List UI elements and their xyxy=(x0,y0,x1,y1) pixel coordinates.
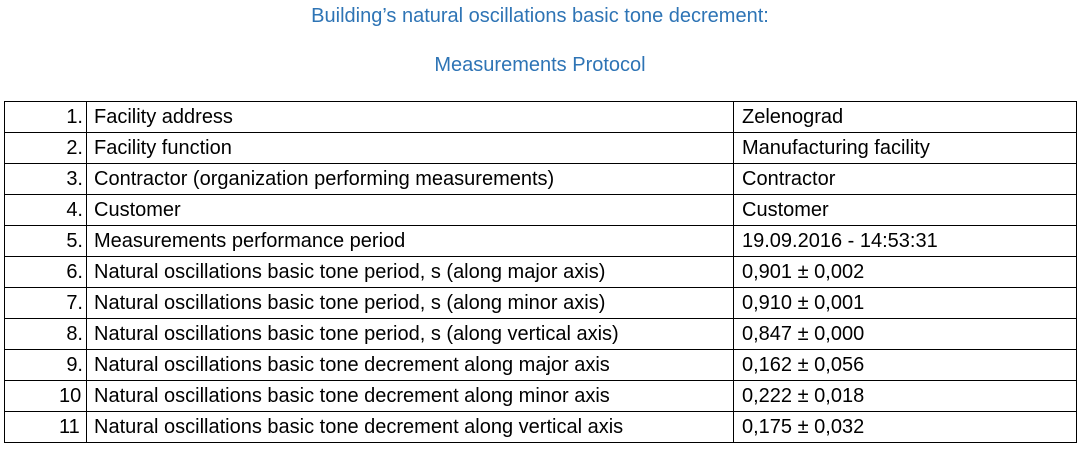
measurements-table-body: 1. Facility address Zelenograd 2. Facility f… xyxy=(4,101,1077,443)
row-number: 9. xyxy=(4,349,87,381)
parameter-cell: Natural oscillations basic tone period, … xyxy=(86,287,734,319)
table-row: 8. Natural oscillations basic tone period… xyxy=(4,318,1077,350)
value-cell: 0,162 ± 0,056 xyxy=(733,349,1077,381)
row-number: 2. xyxy=(4,132,87,164)
row-number: 3. xyxy=(4,163,87,195)
row-number: 7. xyxy=(4,287,87,319)
measurements-table: 1. Facility address Zelenograd 2. Facility f… xyxy=(4,101,1077,443)
parameter-cell: Natural oscillations basic tone decremen… xyxy=(86,380,734,412)
table-row: 5. Measurements performance period 19.09.2… xyxy=(4,225,1077,257)
parameter-cell: Natural oscillations basic tone period, … xyxy=(86,256,734,288)
table-row: 7. Natural oscillations basic tone period… xyxy=(4,287,1077,319)
row-number: 11 xyxy=(4,411,87,443)
row-number: 8. xyxy=(4,318,87,350)
parameter-cell: Measurements performance period xyxy=(86,225,734,257)
table-row: 9. Natural oscillations basic tone decrem… xyxy=(4,349,1077,381)
table-row: 1. Facility address Zelenograd xyxy=(4,101,1077,133)
table-row: 11 Natural oscillations basic tone decrem… xyxy=(4,411,1077,443)
value-cell: 0,847 ± 0,000 xyxy=(733,318,1077,350)
parameter-cell: Contractor (organization performing meas… xyxy=(86,163,734,195)
parameter-cell: Facility address xyxy=(86,101,734,133)
row-number: 5. xyxy=(4,225,87,257)
document-subtitle: Measurements Protocol xyxy=(434,54,646,76)
parameter-cell: Natural oscillations basic tone decremen… xyxy=(86,349,734,381)
document-title: Building’s natural oscillations basic to… xyxy=(311,5,769,27)
row-number: 1. xyxy=(4,101,87,133)
parameter-cell: Customer xyxy=(86,194,734,226)
value-cell: Zelenograd xyxy=(733,101,1077,133)
parameter-cell: Natural oscillations basic tone decremen… xyxy=(86,411,734,443)
value-cell: 19.09.2016 - 14:53:31 xyxy=(733,225,1077,257)
value-cell: 0,222 ± 0,018 xyxy=(733,380,1077,412)
parameter-cell: Natural oscillations basic tone period, … xyxy=(86,318,734,350)
table-row: 3. Contractor (organization performing me… xyxy=(4,163,1077,195)
table-row: 4. Customer Customer xyxy=(4,194,1077,226)
row-number: 6. xyxy=(4,256,87,288)
value-cell: Contractor xyxy=(733,163,1077,195)
table-row: 6. Natural oscillations basic tone period… xyxy=(4,256,1077,288)
row-number: 4. xyxy=(4,194,87,226)
value-cell: Manufacturing facility xyxy=(733,132,1077,164)
value-cell: 0,901 ± 0,002 xyxy=(733,256,1077,288)
value-cell: 0,175 ± 0,032 xyxy=(733,411,1077,443)
parameter-cell: Facility function xyxy=(86,132,734,164)
table-row: 10 Natural oscillations basic tone decrem… xyxy=(4,380,1077,412)
value-cell: 0,910 ± 0,001 xyxy=(733,287,1077,319)
value-cell: Customer xyxy=(733,194,1077,226)
row-number: 10 xyxy=(4,380,87,412)
table-row: 2. Facility function Manufacturing facilit… xyxy=(4,132,1077,164)
